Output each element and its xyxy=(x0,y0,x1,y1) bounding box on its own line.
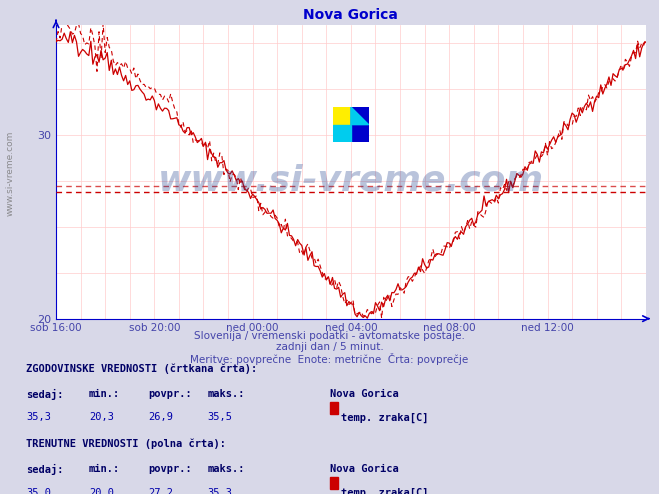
Text: temp. zraka[C]: temp. zraka[C] xyxy=(341,412,429,423)
Text: 20,3: 20,3 xyxy=(89,412,114,422)
Text: min.:: min.: xyxy=(89,389,120,399)
Text: 26,9: 26,9 xyxy=(148,412,173,422)
Text: Slovenija / vremenski podatki - avtomatske postaje.: Slovenija / vremenski podatki - avtomats… xyxy=(194,331,465,341)
Polygon shape xyxy=(333,124,351,142)
Text: Nova Gorica: Nova Gorica xyxy=(330,464,398,474)
Text: min.:: min.: xyxy=(89,464,120,474)
Text: maks.:: maks.: xyxy=(208,389,245,399)
Text: zadnji dan / 5 minut.: zadnji dan / 5 minut. xyxy=(275,342,384,352)
Text: 27,2: 27,2 xyxy=(148,488,173,494)
Text: sedaj:: sedaj: xyxy=(26,389,64,400)
Text: sedaj:: sedaj: xyxy=(26,464,64,475)
Text: www.si-vreme.com: www.si-vreme.com xyxy=(158,164,544,198)
Text: 35,3: 35,3 xyxy=(26,412,51,422)
Text: TRENUTNE VREDNOSTI (polna črta):: TRENUTNE VREDNOSTI (polna črta): xyxy=(26,438,226,449)
Text: 20,0: 20,0 xyxy=(89,488,114,494)
Text: www.si-vreme.com: www.si-vreme.com xyxy=(5,130,14,215)
Polygon shape xyxy=(351,107,368,142)
Title: Nova Gorica: Nova Gorica xyxy=(304,8,398,22)
Text: temp. zraka[C]: temp. zraka[C] xyxy=(341,488,429,494)
Bar xyxy=(333,107,351,124)
Text: 35,0: 35,0 xyxy=(26,488,51,494)
Text: povpr.:: povpr.: xyxy=(148,464,192,474)
Text: 35,5: 35,5 xyxy=(208,412,233,422)
Text: povpr.:: povpr.: xyxy=(148,389,192,399)
Text: ZGODOVINSKE VREDNOSTI (črtkana črta):: ZGODOVINSKE VREDNOSTI (črtkana črta): xyxy=(26,363,258,373)
Text: Nova Gorica: Nova Gorica xyxy=(330,389,398,399)
Polygon shape xyxy=(351,107,368,124)
Text: maks.:: maks.: xyxy=(208,464,245,474)
Text: 35,3: 35,3 xyxy=(208,488,233,494)
Text: Meritve: povprečne  Enote: metrične  Črta: povprečje: Meritve: povprečne Enote: metrične Črta:… xyxy=(190,353,469,365)
